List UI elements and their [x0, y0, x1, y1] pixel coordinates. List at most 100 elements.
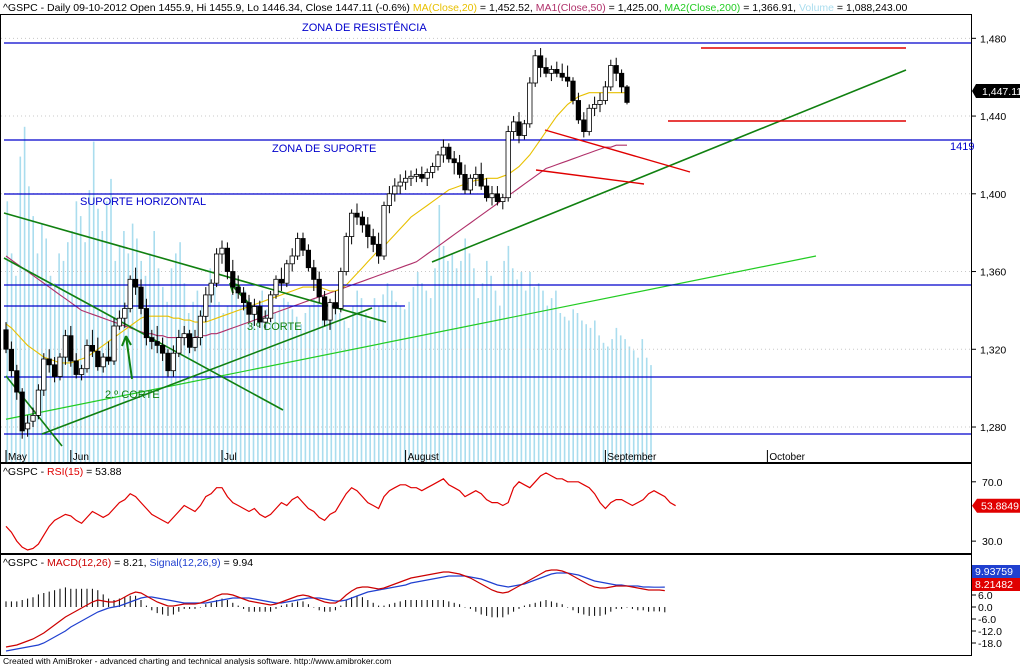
signal-line	[5, 572, 665, 652]
candle	[289, 248, 295, 272]
volume-bar	[637, 357, 639, 462]
candle	[619, 69, 625, 93]
candle-body	[235, 286, 241, 294]
volume-bar	[524, 290, 527, 462]
candle-body	[57, 356, 63, 377]
candle	[332, 290, 339, 315]
volume-bar	[153, 231, 155, 462]
volume-bar	[373, 298, 376, 462]
volume-bar	[503, 260, 505, 463]
price-header: ^GSPC - Daily 09-10-2012 Open 1455.9, Hi…	[3, 2, 907, 14]
candle	[478, 162, 484, 190]
candle-body	[473, 173, 479, 179]
candle	[176, 329, 182, 358]
candle	[197, 310, 203, 346]
candle	[46, 349, 52, 373]
date-tick-label: September	[607, 452, 657, 463]
volume-bar	[274, 313, 276, 462]
candle-body	[305, 249, 312, 269]
rsi-sep: -	[38, 466, 47, 478]
volume-bar	[563, 316, 566, 462]
candle-body	[19, 391, 25, 432]
volume-bar	[252, 313, 255, 462]
volume-bar	[213, 286, 216, 462]
flag-line-lower	[535, 169, 645, 185]
candle	[240, 287, 247, 311]
candle-body	[429, 166, 436, 173]
candle	[446, 143, 452, 163]
candle	[527, 77, 533, 128]
volume-bar	[308, 305, 311, 462]
candle	[116, 310, 122, 330]
macd-last-tag: 8.21482	[972, 578, 1020, 591]
candle-body	[41, 358, 47, 391]
candle	[284, 259, 290, 288]
volume-bar	[196, 290, 199, 462]
candle	[149, 329, 155, 350]
symbol-text: ^GSPC	[3, 2, 38, 14]
macd-series-label: MACD(12,26)	[47, 557, 111, 569]
volume-bar	[438, 205, 441, 462]
candle-body	[84, 344, 90, 370]
candle	[327, 298, 333, 330]
volume-bar	[542, 290, 544, 462]
candle	[516, 112, 522, 144]
macd-tick-label: -18.0	[978, 638, 1002, 650]
candle-body	[273, 278, 279, 296]
volume-bar	[421, 283, 423, 462]
volume-bar	[581, 320, 583, 462]
ma20-line	[5, 92, 627, 364]
candle-body	[592, 104, 598, 109]
volume-bar	[157, 268, 160, 462]
candle	[219, 240, 225, 264]
candle	[8, 341, 14, 377]
rsi-tick-label: 70.0	[982, 477, 1003, 489]
ma200-label: MA2(Close,200)	[664, 2, 740, 14]
volume-bar	[62, 260, 65, 463]
candle	[143, 298, 149, 346]
rsi-last-tag	[972, 498, 1020, 513]
candle	[408, 170, 414, 187]
candle	[510, 116, 517, 140]
volume-bar	[339, 313, 341, 462]
candle-body	[149, 337, 155, 342]
volume-bar	[611, 339, 613, 462]
candle-body	[565, 76, 571, 82]
volume-bar	[92, 141, 95, 462]
candle-body	[52, 364, 58, 377]
volume-bar	[615, 327, 618, 462]
candle	[62, 329, 69, 365]
volume-bar	[559, 313, 562, 462]
support-zone-label: ZONA DE SUPORTE	[272, 143, 376, 155]
volume-bar	[399, 305, 402, 462]
volume-bar	[537, 283, 540, 462]
channel-lines	[535, 47, 906, 185]
volume-bar	[408, 301, 410, 462]
volume-bar	[555, 290, 557, 462]
volume-bar	[425, 290, 428, 462]
volume-bar	[343, 320, 346, 462]
volume-bar	[481, 283, 484, 462]
uptrend-line-june	[41, 307, 373, 435]
volume-bar	[45, 238, 47, 462]
candle-body	[224, 247, 230, 272]
volume-bar	[270, 320, 272, 462]
candle-body	[208, 282, 214, 296]
volume-bar	[23, 126, 26, 463]
volume-bar	[32, 216, 34, 462]
candle	[386, 186, 393, 214]
ma50-value: = 1,425.00,	[606, 2, 665, 14]
rsi-value-text: = 53.88	[83, 466, 121, 478]
volume-bar	[464, 238, 466, 462]
volume-bar	[598, 335, 600, 462]
volume-bar	[434, 268, 436, 462]
candle	[467, 174, 474, 194]
price-tick-label: 1,480	[980, 33, 1006, 45]
moving-averages	[5, 92, 817, 420]
volume-bar	[209, 268, 212, 462]
candle-body	[354, 212, 360, 218]
candle-body	[127, 278, 133, 309]
price-tick-label: 1,280	[980, 422, 1006, 434]
candle	[602, 81, 609, 105]
candle-body	[613, 65, 619, 74]
